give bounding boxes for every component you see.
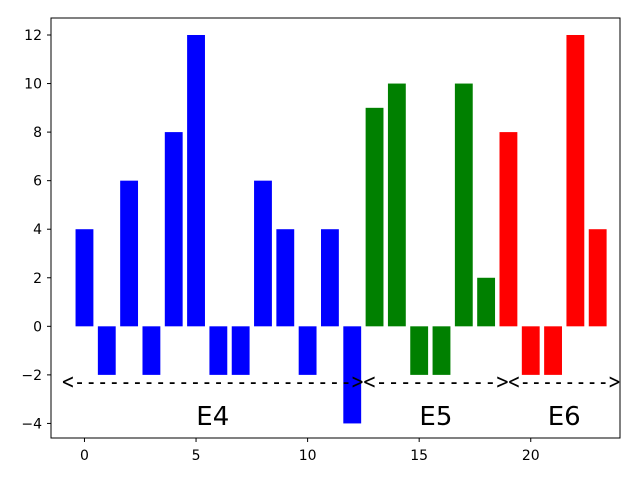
bar-2 — [120, 180, 139, 327]
group-label-e6: E6 — [548, 402, 581, 432]
group-arrow-e4: <------------------------> — [62, 370, 363, 395]
bar-9 — [276, 229, 295, 327]
bar-22 — [566, 34, 585, 327]
bars-layer — [75, 34, 607, 424]
group-arrow-e6: <--------> — [508, 370, 620, 395]
x-tick-label: 0 — [80, 448, 89, 464]
y-tick-label: 2 — [33, 271, 42, 287]
axes-frame — [50, 17, 621, 439]
y-tick-label: −2 — [21, 368, 42, 384]
bar-7 — [231, 326, 250, 375]
bar-0 — [75, 229, 94, 327]
y-tick-label: 8 — [33, 125, 42, 141]
x-axis: 0 5 10 15 20 — [80, 438, 540, 464]
bar-8 — [254, 180, 272, 327]
bar-15 — [410, 326, 429, 375]
bar-19 — [499, 132, 518, 327]
group-annotations: <------------------------> E4 <---------->… — [62, 370, 620, 432]
bar-23 — [588, 229, 607, 327]
x-tick-label: 10 — [299, 448, 317, 464]
y-tick-label: 0 — [33, 319, 42, 335]
y-axis: −4 −2 0 2 4 6 8 10 12 — [21, 28, 51, 432]
bar-14 — [387, 83, 406, 327]
bar-4 — [164, 132, 183, 327]
group-label-e5: E5 — [419, 402, 452, 432]
bar-17 — [454, 83, 473, 327]
bar-20 — [521, 326, 540, 375]
bar-16 — [432, 326, 451, 375]
bar-21 — [544, 326, 562, 375]
bar-18 — [477, 277, 496, 327]
group-arrow-e5: <----------> — [363, 370, 508, 395]
bar-1 — [97, 326, 116, 375]
x-tick-label: 20 — [522, 448, 540, 464]
y-tick-label: 10 — [24, 77, 42, 93]
group-label-e4: E4 — [196, 402, 229, 432]
y-tick-label: 4 — [33, 222, 42, 238]
x-tick-label: 15 — [410, 448, 428, 464]
y-tick-label: −4 — [21, 416, 42, 432]
y-tick-label: 6 — [33, 174, 42, 190]
bar-3 — [142, 326, 161, 375]
y-tick-label: 12 — [24, 28, 42, 44]
bar-13 — [365, 107, 384, 327]
bar-12 — [343, 326, 362, 424]
bar-5 — [187, 34, 205, 327]
bar-10 — [298, 326, 317, 375]
bar-11 — [320, 229, 339, 327]
x-tick-label: 5 — [192, 448, 201, 464]
bar-6 — [209, 326, 228, 375]
